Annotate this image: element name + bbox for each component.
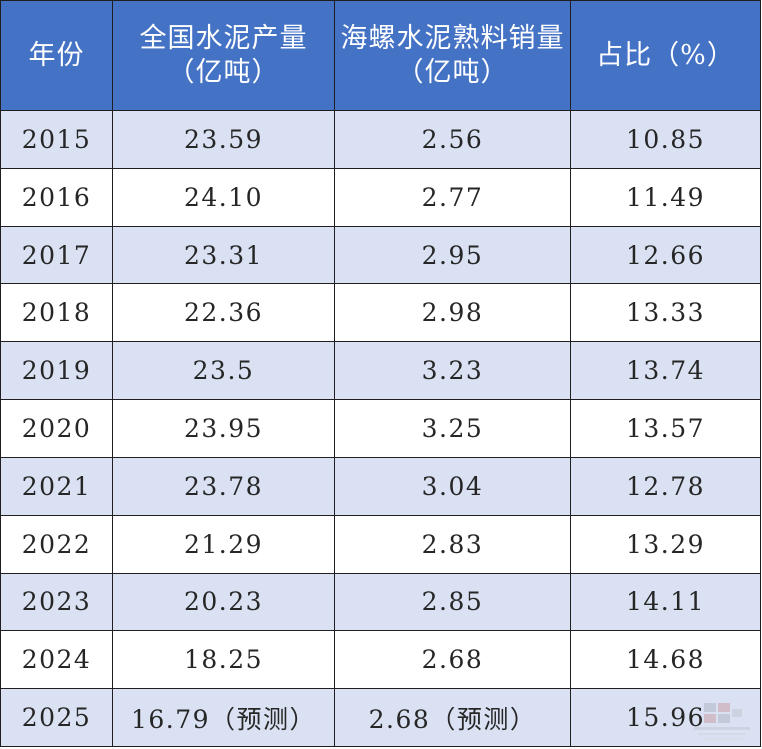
table-row: 2019 23.5 3.23 13.74 <box>0 341 761 401</box>
header-row: 年份 全国水泥产量（亿吨） 海螺水泥熟料销量（亿吨） 占比（%） <box>0 0 761 111</box>
cell-share: 14.11 <box>570 572 761 632</box>
cell-national-output: 23.5 <box>112 341 335 401</box>
table-row: 2017 23.31 2.95 12.66 <box>0 225 761 285</box>
cell-conch-sales: 3.23 <box>334 341 571 401</box>
cell-conch-sales: 2.56 <box>334 110 571 169</box>
cell-conch-sales: 2.85 <box>334 572 571 632</box>
cell-national-output: 24.10 <box>112 167 335 227</box>
table-row: 2025 16.79（预测） 2.68（预测） 15.96 <box>0 688 761 747</box>
cell-year: 2018 <box>0 283 113 343</box>
header-year: 年份 <box>0 0 113 111</box>
cell-share: 10.85 <box>570 110 761 169</box>
header-share: 占比（%） <box>570 0 761 111</box>
cell-national-output: 21.29 <box>112 514 335 574</box>
cell-conch-sales: 2.68 <box>334 630 571 690</box>
cell-year: 2019 <box>0 341 113 401</box>
cell-year: 2025 <box>0 688 113 747</box>
cell-year: 2022 <box>0 514 113 574</box>
cell-share: 13.33 <box>570 283 761 343</box>
cell-national-output: 22.36 <box>112 283 335 343</box>
cell-year: 2015 <box>0 110 113 169</box>
cell-national-output: 20.23 <box>112 572 335 632</box>
ccement-logo-icon <box>694 703 750 740</box>
cell-conch-sales: 2.95 <box>334 225 571 285</box>
cell-year: 2021 <box>0 456 113 516</box>
table-row: 2015 23.59 2.56 10.85 <box>0 110 761 169</box>
cell-conch-sales: 3.25 <box>334 399 571 458</box>
cell-share: 14.68 <box>570 630 761 690</box>
table-row: 2021 23.78 3.04 12.78 <box>0 456 761 516</box>
cell-national-output: 23.59 <box>112 110 335 169</box>
table-row: 2023 20.23 2.85 14.11 <box>0 572 761 632</box>
cell-share: 13.74 <box>570 341 761 401</box>
cell-share: 12.66 <box>570 225 761 285</box>
table-row: 2016 24.10 2.77 11.49 <box>0 167 761 227</box>
cell-share: 11.49 <box>570 167 761 227</box>
cell-national-output: 23.31 <box>112 225 335 285</box>
cell-year: 2017 <box>0 225 113 285</box>
cell-share: 13.57 <box>570 399 761 458</box>
table-row: 2024 18.25 2.68 14.68 <box>0 630 761 690</box>
cell-year: 2023 <box>0 572 113 632</box>
cell-conch-sales: 3.04 <box>334 456 571 516</box>
cell-national-output: 23.78 <box>112 456 335 516</box>
header-conch-sales: 海螺水泥熟料销量（亿吨） <box>334 0 571 111</box>
cell-national-output: 23.95 <box>112 399 335 458</box>
cell-national-output: 16.79（预测） <box>112 688 335 747</box>
table-row: 2022 21.29 2.83 13.29 <box>0 514 761 574</box>
cell-conch-sales: 2.98 <box>334 283 571 343</box>
cell-conch-sales: 2.77 <box>334 167 571 227</box>
cell-national-output: 18.25 <box>112 630 335 690</box>
cell-share: 12.78 <box>570 456 761 516</box>
cell-conch-sales: 2.68（预测） <box>334 688 571 747</box>
table-row: 2020 23.95 3.25 13.57 <box>0 399 761 458</box>
cell-year: 2024 <box>0 630 113 690</box>
cell-year: 2020 <box>0 399 113 458</box>
cell-year: 2016 <box>0 167 113 227</box>
cell-share: 13.29 <box>570 514 761 574</box>
table-row: 2018 22.36 2.98 13.33 <box>0 283 761 343</box>
cell-conch-sales: 2.83 <box>334 514 571 574</box>
header-national-output: 全国水泥产量（亿吨） <box>112 0 335 111</box>
